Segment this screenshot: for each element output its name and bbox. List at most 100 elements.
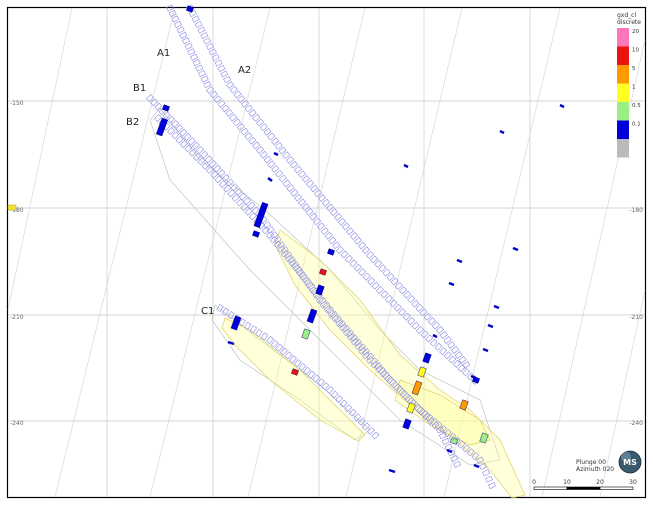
sample-box: [183, 133, 192, 141]
sample-box: [369, 357, 379, 366]
sample-box: [260, 332, 269, 341]
sample-box: [395, 385, 404, 394]
sample-box: [206, 166, 214, 174]
sample-box: [362, 272, 371, 281]
sample-box: [337, 217, 347, 226]
sample-box: [420, 330, 429, 339]
sample-box: [191, 141, 200, 150]
sample-box: [438, 432, 447, 440]
sample-box: [303, 278, 312, 286]
elevation-label: -240: [629, 420, 643, 427]
sample-box: [184, 42, 193, 50]
sample-box: [288, 259, 297, 267]
sample-box: [146, 94, 154, 102]
sample-box: [176, 26, 185, 34]
sample-box: [150, 98, 159, 107]
sample-box: [434, 421, 443, 430]
legend-swatch: [617, 46, 629, 65]
sample-box: [371, 281, 380, 290]
trace-line: [599, 289, 646, 498]
sample-box: [332, 241, 341, 250]
sample-box: [457, 440, 466, 449]
sample-box: [197, 157, 206, 166]
assay-interval: [459, 399, 469, 411]
trace-line: [7, 7, 73, 311]
sample-box: [476, 456, 484, 464]
sample-box: [407, 317, 416, 326]
sample-box: [313, 217, 322, 226]
sample-box: [348, 408, 357, 417]
trace-line: [54, 7, 176, 498]
elevation-labels-right: -180 -210 -240: [629, 207, 643, 427]
sample-box: [284, 254, 293, 263]
sample-box: [278, 174, 287, 183]
logo-text: MS: [623, 458, 637, 467]
drillhole-stub: [273, 151, 279, 157]
sample-box: [270, 137, 280, 146]
sample-box: [211, 53, 220, 62]
sample-box: [192, 59, 201, 67]
sample-box: [171, 15, 180, 23]
drillhole-stub: [432, 333, 438, 339]
sample-box: [227, 311, 235, 320]
sample-box: [236, 123, 245, 131]
elevation-label: -210: [629, 314, 643, 321]
sample-box: [282, 151, 291, 160]
sample-box: [380, 290, 389, 299]
sample-box: [206, 42, 214, 51]
sample-box: [223, 75, 232, 84]
sample-box: [243, 197, 252, 205]
sample-box: [453, 460, 462, 468]
sample-box: [349, 232, 359, 240]
sample-box: [171, 131, 180, 140]
sample-box: [280, 246, 289, 254]
drillhole-stub: [482, 347, 489, 353]
sample-box: [282, 179, 291, 188]
sample-box: [214, 175, 223, 184]
sample-box: [361, 246, 371, 255]
sample-box: [289, 355, 297, 364]
sample-box: [431, 421, 440, 430]
legend-label: 1: [632, 85, 636, 91]
sample-box: [330, 390, 339, 399]
sample-box: [389, 299, 398, 308]
sample-box: [403, 290, 412, 299]
assay-interval: [472, 376, 480, 384]
legend-items: 20 10 5 1 0.5 0.1: [617, 28, 641, 158]
sample-box: [462, 444, 471, 453]
sample-box: [344, 404, 353, 413]
sample-box: [271, 165, 280, 173]
sample-box: [462, 361, 471, 369]
sample-box: [305, 208, 314, 216]
sample-box: [279, 347, 288, 356]
scale-tick-label: 0: [532, 479, 536, 486]
hole-label-a2: A2: [238, 65, 251, 76]
assay-interval: [327, 248, 335, 256]
sample-box: [298, 271, 307, 279]
sample-box: [353, 413, 362, 422]
sample-box: [441, 437, 450, 445]
envelope-shape: [211, 304, 371, 441]
sample-box: [220, 70, 229, 78]
sample-box: [390, 380, 399, 389]
sample-box: [297, 170, 307, 179]
sample-box: [342, 328, 351, 337]
sample-box: [229, 85, 238, 94]
hole-label-a1: A1: [157, 48, 170, 59]
trace-line: [149, 7, 271, 498]
sample-box: [420, 409, 429, 418]
sample-box: [439, 347, 448, 356]
sample-box: [175, 135, 184, 144]
sample-box: [265, 231, 275, 239]
drillhole-stub: [456, 258, 463, 264]
elevation-labels-left: -150 -180 -210 -240: [10, 100, 24, 427]
sample-box: [277, 241, 286, 249]
sample-box: [213, 95, 222, 104]
sample-box: [321, 382, 330, 391]
zone-shape: [394, 379, 491, 446]
sample-box: [244, 321, 252, 330]
assay-interval: [156, 117, 168, 137]
sample-box: [344, 254, 353, 263]
sample-box: [466, 372, 475, 381]
sample-box: [354, 342, 363, 351]
